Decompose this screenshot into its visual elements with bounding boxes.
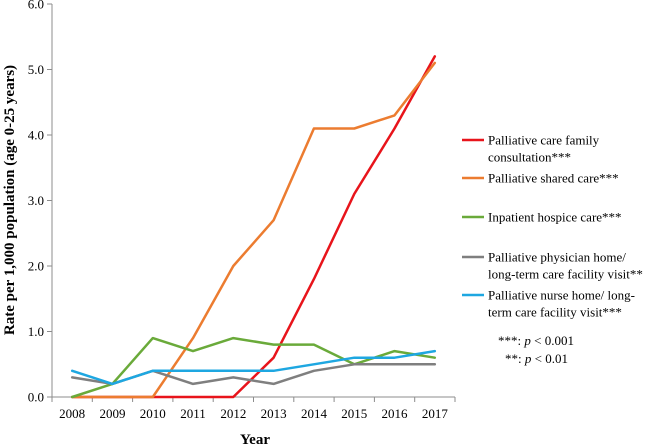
- series-lines: [70, 55, 437, 399]
- y-tick-label: 0.0: [28, 390, 44, 405]
- x-tick-label: 2012: [220, 406, 246, 421]
- x-tick-label: 2011: [180, 406, 206, 421]
- x-tick-label: 2014: [301, 406, 328, 421]
- legend: Palliative care family consultation*** Pal…: [462, 133, 643, 320]
- y-tick-label: 6.0: [28, 0, 44, 12]
- x-tick-label: 2010: [140, 406, 166, 421]
- significance-notes: ***: p < 0.001 **: p < 0.01: [498, 333, 574, 366]
- x-tick-label: 2015: [341, 406, 367, 421]
- legend-label-5: term care facility visit***: [488, 305, 622, 320]
- legend-label-2: Palliative shared care***: [488, 171, 619, 186]
- y-tick-label: 4.0: [28, 128, 44, 143]
- legend-label-3: Inpatient hospice care***: [488, 210, 622, 225]
- series-line-3: [70, 336, 437, 399]
- x-tick-label: 2016: [382, 406, 409, 421]
- x-tick-label: 2009: [99, 406, 125, 421]
- legend-label-4: long-term care facility visit**: [488, 267, 643, 282]
- series-line-1: [70, 55, 437, 399]
- x-tick-label: 2008: [59, 406, 85, 421]
- note-p-001: ***: p < 0.001: [498, 333, 574, 348]
- legend-label-4: Palliative physician home/: [488, 250, 626, 265]
- legend-label-1: consultation***: [488, 150, 571, 165]
- x-tick-label: 2017: [422, 406, 449, 421]
- series-line-5: [70, 349, 437, 386]
- y-tick-label: 3.0: [28, 193, 44, 208]
- series-line-2: [70, 61, 437, 399]
- y-tick-label: 2.0: [28, 259, 44, 274]
- x-tick-label: 2013: [261, 406, 287, 421]
- y-tick-label: 1.0: [28, 324, 44, 339]
- y-axis-title: Rate per 1,000 population (age 0-25 year…: [2, 65, 18, 335]
- axes: 0.0 1.0 2.0 3.0 4.0 5.0 6.0 2008 2009 2010 2011 201…: [28, 0, 456, 421]
- x-axis-title: Year: [240, 432, 270, 448]
- legend-label-1: Palliative care family: [488, 133, 600, 148]
- legend-label-5: Palliative nurse home/ long-: [488, 288, 635, 303]
- note-p-01: **: p < 0.01: [505, 351, 568, 366]
- y-tick-label: 5.0: [28, 62, 44, 77]
